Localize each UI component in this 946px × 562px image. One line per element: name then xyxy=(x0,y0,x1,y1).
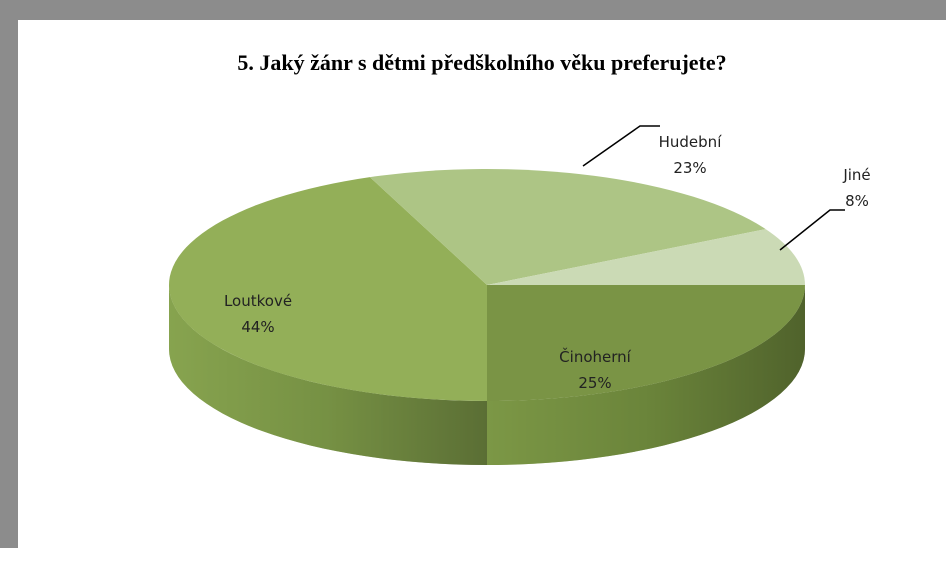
slice-side xyxy=(169,285,487,465)
slice xyxy=(369,169,766,285)
frame-left xyxy=(0,0,18,548)
leader-line xyxy=(582,125,660,167)
chart-title: 5. Jaký žánr s dětmi předškolního věku p… xyxy=(237,50,726,75)
slice xyxy=(487,285,805,401)
slice-side xyxy=(487,285,805,465)
slice-value-label: 23% xyxy=(673,159,706,177)
slice xyxy=(487,229,805,285)
slice-value-label: 8% xyxy=(845,192,869,210)
slice-value-label: 25% xyxy=(578,374,611,392)
slice-label: Hudební xyxy=(659,133,723,151)
labels: Činoherní 25% Loutkové 44% Hudební 23% Jiné 8% xyxy=(224,133,871,392)
pie xyxy=(168,169,805,465)
slice xyxy=(168,177,487,401)
frame-top xyxy=(0,0,946,20)
slice-side-shade xyxy=(487,285,805,465)
slice-label: Jiné xyxy=(842,166,870,184)
slice-side-shade xyxy=(169,285,487,465)
leader-line xyxy=(779,209,845,251)
slice-label: Loutkové xyxy=(224,292,292,310)
slice-label: Činoherní xyxy=(559,347,631,366)
slice-value-label: 44% xyxy=(241,318,274,336)
